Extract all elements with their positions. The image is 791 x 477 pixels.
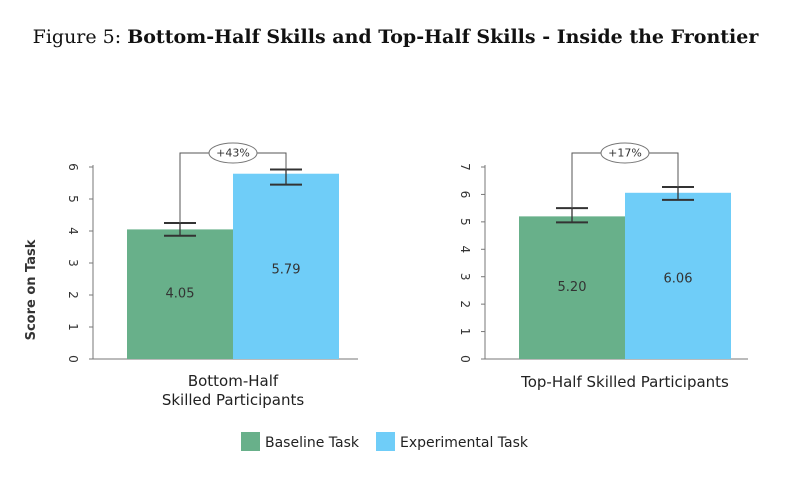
bar-value-label: 5.20	[558, 280, 587, 295]
legend-label: Baseline Task	[265, 435, 360, 451]
annotation-bubble	[208, 142, 258, 164]
y-axis-title: Score on Task	[24, 239, 39, 340]
legend-label: Experimental Task	[400, 435, 529, 451]
bar	[625, 192, 731, 359]
percent-increase-annotation: +43%	[216, 147, 250, 160]
annotation-bubble	[600, 142, 650, 164]
figure-title: Figure 5: Bottom-Half Skills and Top-Hal…	[0, 26, 791, 48]
y-tick-label: 0	[458, 355, 472, 363]
category-label: Skilled Participants	[162, 391, 305, 409]
category-label: Bottom-Half	[188, 372, 279, 390]
y-tick-label: 6	[66, 163, 80, 171]
bar	[233, 173, 339, 359]
bar	[519, 216, 625, 359]
y-tick-label: 3	[458, 273, 472, 281]
y-tick-label: 5	[458, 218, 472, 226]
y-tick-label: 5	[66, 195, 80, 203]
legend-swatch	[376, 432, 395, 451]
y-tick-label: 1	[458, 328, 472, 336]
y-tick-label: 2	[66, 291, 80, 299]
y-tick-label: 1	[66, 323, 80, 331]
bar-value-label: 5.79	[272, 263, 301, 278]
bar-value-label: 4.05	[166, 287, 195, 302]
y-tick-label: 7	[458, 163, 472, 171]
y-tick-label: 4	[458, 245, 472, 253]
legend-swatch	[241, 432, 260, 451]
percent-increase-annotation: +17%	[608, 147, 642, 160]
y-tick-label: 0	[66, 355, 80, 363]
y-tick-label: 4	[66, 227, 80, 235]
bar	[127, 229, 233, 359]
y-tick-label: 3	[66, 259, 80, 267]
figure-prefix: Figure 5:	[32, 26, 122, 48]
y-tick-label: 2	[458, 300, 472, 308]
y-tick-label: 6	[458, 191, 472, 199]
figure-title-text: Bottom-Half Skills and Top-Half Skills -…	[127, 26, 759, 48]
bar-value-label: 6.06	[664, 272, 693, 287]
category-label: Top-Half Skilled Participants	[520, 373, 729, 391]
